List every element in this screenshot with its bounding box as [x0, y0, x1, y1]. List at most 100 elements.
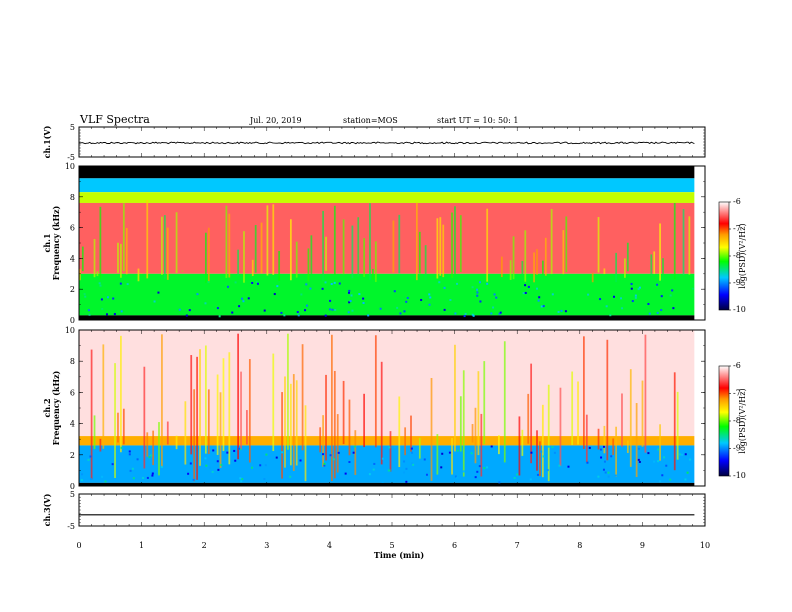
spectrogram-speck: [275, 456, 278, 459]
spectrogram-speck: [669, 294, 672, 297]
spectrogram-speck: [476, 288, 479, 291]
spectrogram-streak: [114, 363, 116, 478]
spectrogram-streak: [459, 396, 462, 452]
colorbar: [718, 365, 730, 477]
spectrogram-speck: [289, 475, 292, 478]
spectrogram-streak: [626, 440, 629, 453]
spectrogram-streak: [199, 349, 201, 466]
spectrogram-speck: [104, 480, 107, 483]
spectrogram-streak: [659, 223, 661, 281]
spectrogram-speck: [516, 473, 519, 476]
spectrogram-streak: [140, 273, 143, 274]
spectrogram-speck: [131, 467, 134, 470]
spectrogram-streak: [612, 438, 615, 455]
x-tick-label: 7: [515, 541, 520, 550]
spectrogram-speck: [87, 309, 90, 312]
y-tick-label: 5: [70, 123, 75, 132]
spectrogram-streak: [295, 241, 298, 278]
spectrogram-speck: [381, 480, 384, 483]
spectrogram-streak: [483, 361, 486, 445]
spectrogram-speck: [251, 466, 254, 469]
spectrogram-speck: [322, 453, 325, 456]
spectrogram-streak: [629, 369, 632, 467]
spectrogram-streak: [207, 227, 210, 283]
spectrogram-speck: [406, 296, 409, 299]
spectrogram-streak: [222, 358, 225, 452]
spectrogram-speck: [347, 311, 350, 314]
spectrogram-streak: [565, 216, 568, 273]
spectrogram-speck: [105, 313, 108, 316]
spectrogram-streak: [161, 334, 163, 468]
spectrogram-speck: [132, 477, 135, 480]
spectrogram-speck: [490, 445, 493, 448]
spectrogram-speck: [240, 480, 243, 483]
spectrogram-speck: [297, 455, 300, 458]
spectrogram-speck: [609, 314, 612, 317]
spectrogram-streak: [120, 243, 122, 278]
spectrogram-streak: [181, 270, 184, 272]
colorbar-tick-label: -10: [733, 305, 746, 314]
spectrogram-speck: [305, 283, 308, 286]
spectrogram-streak: [237, 333, 239, 460]
spectrogram-streak: [363, 393, 365, 448]
spectrogram-speck: [657, 448, 660, 451]
spectrogram-streak: [653, 251, 656, 274]
spectrogram-speck: [478, 465, 481, 468]
spectrogram-streak: [246, 410, 248, 445]
spectrogram-speck: [634, 296, 637, 299]
spectrogram-speck: [490, 312, 493, 315]
spectrogram-speck: [126, 283, 129, 286]
spectrogram-streak: [325, 374, 327, 461]
spectrogram-streak: [644, 334, 647, 453]
spectrogram-speck: [474, 476, 477, 479]
spectrogram-streak: [99, 206, 102, 279]
date-label: Jul. 20, 2019: [249, 116, 302, 125]
spectrogram-speck: [648, 312, 651, 315]
spectrogram-speck: [476, 291, 479, 294]
spectrogram-streak: [597, 217, 600, 273]
spectrogram-speck: [304, 309, 307, 312]
spectrogram-speck: [259, 464, 262, 467]
spectrogram-speck: [599, 298, 602, 301]
spectrogram-speck: [665, 464, 668, 467]
spectrogram-speck: [463, 315, 466, 318]
spectrogram-streak: [673, 202, 676, 280]
spectrogram-speck: [344, 472, 347, 475]
spectrogram-streak: [442, 224, 445, 278]
spectrogram-streak: [354, 430, 357, 476]
spectrogram-speck: [607, 475, 610, 478]
spectrogram-streak: [152, 430, 155, 466]
spectrogram-streak: [533, 252, 535, 283]
spectrogram-streak: [477, 371, 480, 456]
spectrogram-speck: [388, 446, 391, 449]
spectrogram-speck: [323, 462, 326, 465]
spectrogram-streak: [301, 344, 304, 451]
spectrogram-streak: [480, 413, 483, 477]
spectrogram-speck: [551, 293, 554, 296]
spectrogram-streak: [278, 251, 281, 281]
spectrogram-speck: [686, 471, 689, 474]
spectrogram-speck: [393, 446, 396, 449]
spectrogram-speck: [328, 308, 331, 311]
spectrogram-speck: [146, 476, 149, 479]
spectrogram-speck: [399, 312, 402, 315]
spectrogram-speck: [558, 464, 561, 467]
spectrogram-speck: [185, 314, 188, 317]
spectrogram-speck: [691, 287, 694, 290]
spectrogram-speck: [226, 451, 229, 454]
spectrogram-speck: [456, 282, 459, 285]
spectrogram-speck: [689, 458, 692, 461]
spectrogram-band: [79, 192, 695, 203]
spectrogram-speck: [449, 298, 452, 301]
spectrogram-speck: [493, 293, 496, 296]
spectrogram-streak: [331, 334, 333, 482]
spectrogram-speck: [669, 478, 672, 481]
spectrogram-streak: [641, 380, 644, 447]
spectrogram-streak: [248, 359, 251, 463]
spectrogram-speck: [84, 295, 87, 298]
spectrogram-streak: [521, 429, 524, 456]
x-axis-label: Time (min): [374, 550, 424, 560]
x-tick-label: 2: [202, 541, 207, 550]
spectrogram-streak: [125, 227, 128, 275]
spectrogram-speck: [410, 451, 413, 454]
